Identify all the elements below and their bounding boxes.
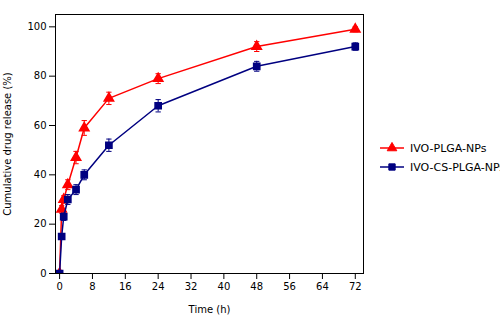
svg-text:16: 16 <box>119 281 132 292</box>
svg-text:40: 40 <box>34 169 47 180</box>
svg-text:0: 0 <box>56 281 62 292</box>
html-text:IVO-PLGA-NPs: IVO-PLGA-NPs <box>410 141 487 155</box>
svg-text:20: 20 <box>34 218 47 229</box>
svg-text:48: 48 <box>250 281 263 292</box>
svg-text:8: 8 <box>89 281 95 292</box>
svg-text:100: 100 <box>27 21 46 32</box>
svg-text:40: 40 <box>218 281 231 292</box>
svg-text:60: 60 <box>34 120 47 131</box>
svg-text:24: 24 <box>152 281 165 292</box>
svg-text:64: 64 <box>316 281 329 292</box>
svg-text:56: 56 <box>283 281 296 292</box>
svg-text:72: 72 <box>349 281 362 292</box>
svg-text:Cumulative drug release (%): Cumulative drug release (%) <box>2 72 13 216</box>
svg-text:0: 0 <box>40 268 46 279</box>
svg-text:80: 80 <box>34 70 47 81</box>
svg-text:Time (h): Time (h) <box>188 304 231 315</box>
svg-text:32: 32 <box>185 281 198 292</box>
